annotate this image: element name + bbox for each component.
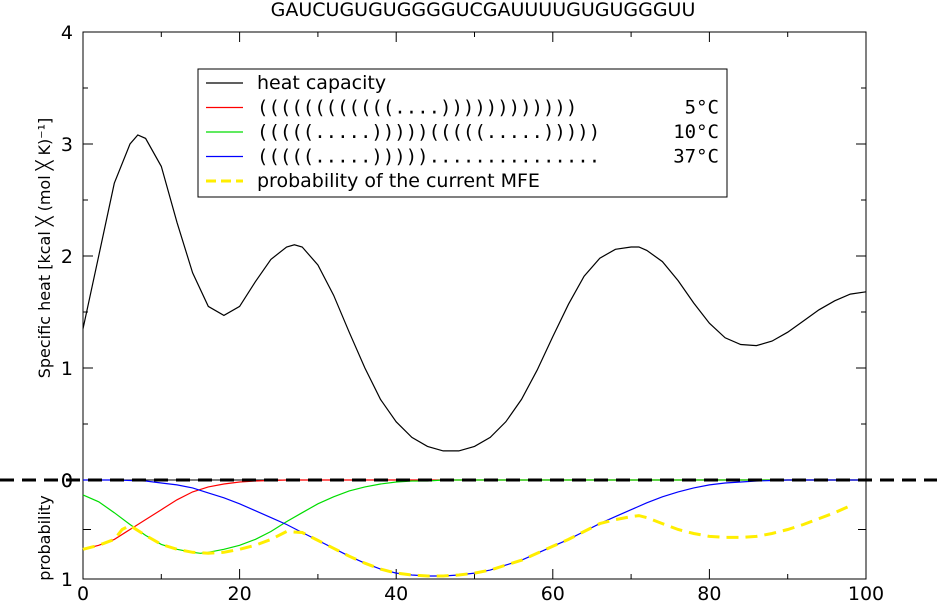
probability-plot-frame [82, 479, 867, 580]
legend-temperature: 10°C [673, 121, 719, 143]
x-tick-label: 80 [697, 583, 721, 604]
probability-ticks: 02040608010001 [61, 32, 884, 604]
legend-structure: (((((.....)))))............... [257, 146, 600, 168]
chart-title: GAUCUGUGUGGGGUCGAUUUUGUGUGGGUU [271, 0, 696, 21]
legend-label: probability of the current MFE [257, 170, 540, 192]
legend: heat capacity ((((((((((((....)))))))))))… [197, 68, 728, 198]
x-tick-label: 60 [541, 583, 565, 604]
heat-capacity-line [82, 134, 867, 452]
heat-capacity-y-ticks: 01234 [61, 22, 866, 492]
legend-temperature: 37°C [673, 146, 719, 168]
y-tick-label: 4 [61, 22, 73, 44]
y-tick-label: 1 [61, 358, 73, 380]
x-tick-label: 20 [228, 583, 252, 604]
mfe-probability-line [82, 504, 851, 578]
legend-temperature: 5°C [685, 97, 719, 119]
legend-structure: (((((.....)))))(((((.....))))) [257, 121, 600, 143]
probability-y-tick-label: 1 [61, 569, 73, 591]
heat-capacity-series [82, 134, 867, 452]
legend-entries: heat capacity ((((((((((((....)))))))))))… [206, 72, 719, 192]
legend-structure: ((((((((((((....)))))))))))) [257, 97, 577, 119]
legend-label: heat capacity [257, 72, 386, 94]
heat-capacity-y-axis-label: Specific heat [kcal ╳ (mol ╳ K)⁻¹] [35, 118, 54, 379]
x-tick-label: 0 [77, 583, 89, 604]
y-tick-label: 2 [61, 246, 73, 268]
probability-line-37c [83, 479, 866, 577]
probability-series [82, 479, 866, 578]
x-tick-label: 40 [384, 583, 408, 604]
x-tick-label: 100 [848, 583, 884, 604]
probability-y-axis-label: probability [35, 495, 54, 580]
legend-box [197, 68, 728, 198]
y-tick-label: 3 [61, 134, 73, 156]
